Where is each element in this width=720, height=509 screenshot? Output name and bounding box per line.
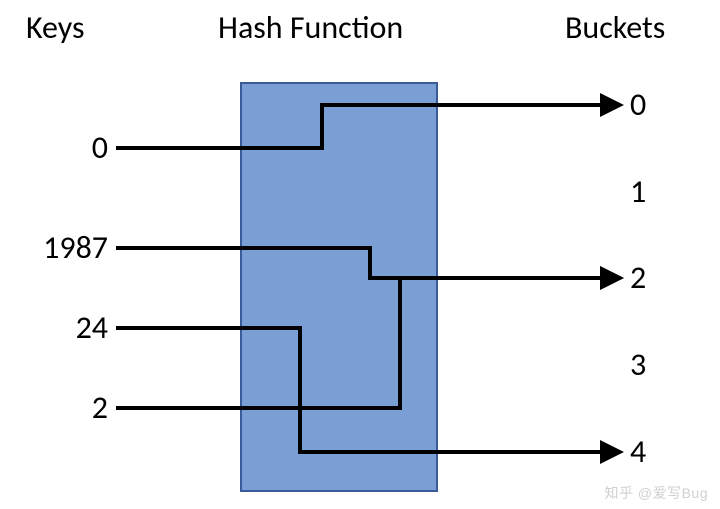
mapping-arrow-3 (116, 278, 620, 408)
bucket-0: 0 (630, 85, 646, 124)
bucket-2: 2 (630, 258, 646, 297)
watermark-text: 知乎 @爱写Bug (604, 483, 708, 503)
bucket-1: 1 (630, 172, 646, 211)
key-3: 2 (92, 388, 108, 427)
mapping-arrow-2 (116, 328, 620, 452)
diagram-stage: Keys Hash Function Buckets 01987242 0123… (0, 0, 720, 509)
mapping-arrow-0 (116, 105, 620, 148)
mapping-arrows (0, 0, 720, 509)
key-1: 1987 (43, 228, 108, 267)
bucket-3: 3 (630, 345, 646, 384)
bucket-4: 4 (630, 432, 646, 471)
key-0: 0 (92, 128, 108, 167)
mapping-arrow-1 (116, 248, 620, 278)
key-2: 24 (76, 308, 108, 347)
